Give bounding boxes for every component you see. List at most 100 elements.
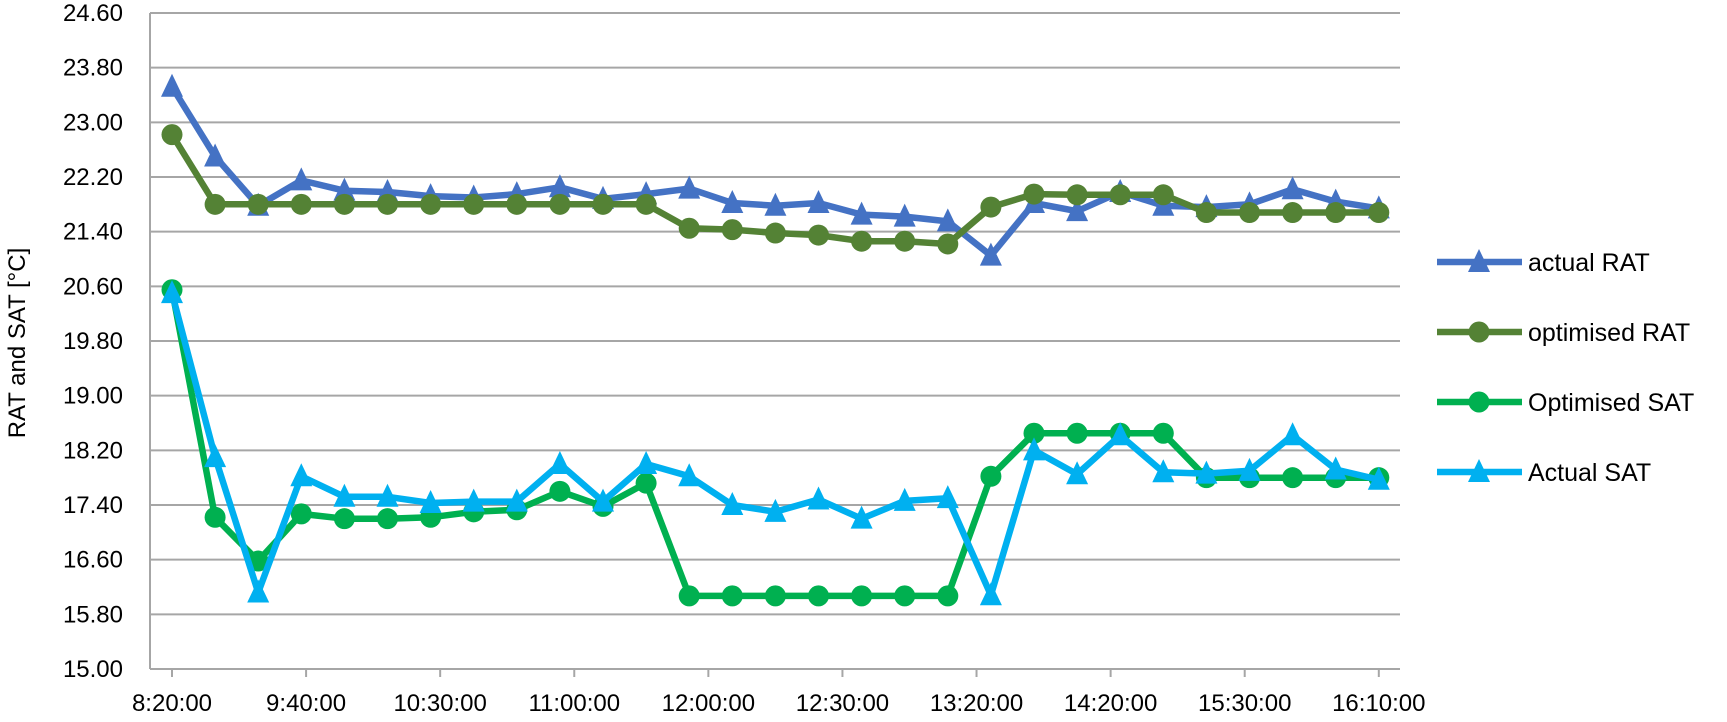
y-tick-label: 19.80 bbox=[63, 328, 123, 355]
triangle-marker bbox=[850, 505, 873, 529]
circle-marker bbox=[851, 585, 873, 607]
triangle-marker bbox=[333, 177, 356, 201]
triangle-marker bbox=[548, 174, 571, 198]
circle-marker bbox=[980, 196, 1002, 218]
triangle-marker bbox=[678, 175, 701, 199]
circle-marker bbox=[420, 193, 442, 215]
legend-marker bbox=[1468, 459, 1490, 482]
circle-marker bbox=[764, 585, 786, 607]
y-tick-labels: 15.00 15.80 16.60 17.40 18.20 19.00 19.80 20.60… bbox=[63, 0, 123, 683]
triangle-marker bbox=[1238, 457, 1261, 481]
circle-marker bbox=[333, 193, 355, 215]
circle-marker bbox=[721, 585, 743, 607]
circle-marker bbox=[161, 124, 183, 146]
x-tick-label: 12:00:00 bbox=[662, 690, 755, 717]
circle-marker bbox=[937, 233, 959, 255]
triangle-marker bbox=[893, 203, 916, 227]
circle-marker bbox=[1368, 202, 1390, 224]
y-tick-label: 21.40 bbox=[63, 219, 123, 246]
circle-marker bbox=[1066, 184, 1088, 206]
legend-marker bbox=[1468, 321, 1490, 343]
circle-marker bbox=[894, 230, 916, 252]
triangle-marker bbox=[678, 463, 701, 487]
legend-label: Actual SAT bbox=[1528, 459, 1651, 487]
circle-marker bbox=[204, 193, 226, 215]
legend-item: Actual SAT bbox=[1437, 459, 1651, 487]
triangle-marker bbox=[1066, 461, 1089, 485]
circle-marker bbox=[808, 224, 829, 246]
axes bbox=[149, 13, 1380, 677]
circle-marker bbox=[1325, 202, 1347, 224]
legend-item: optimised RAT bbox=[1437, 319, 1690, 347]
circle-marker bbox=[333, 508, 355, 530]
series-line bbox=[168, 289, 1379, 600]
y-tick-label: 19.00 bbox=[63, 383, 123, 410]
triangle-marker bbox=[204, 143, 227, 167]
legend-marker bbox=[1468, 249, 1490, 272]
x-tick-label: 16:10:00 bbox=[1332, 690, 1425, 717]
circle-marker bbox=[592, 193, 614, 215]
x-tick-label: 13:20:00 bbox=[930, 690, 1023, 717]
circle-marker bbox=[678, 217, 700, 239]
triangle-marker bbox=[721, 189, 744, 213]
circle-marker bbox=[721, 219, 743, 241]
legend-label: actual RAT bbox=[1528, 249, 1650, 277]
triangle-marker bbox=[764, 498, 787, 522]
circle-marker bbox=[937, 585, 959, 607]
triangle-marker bbox=[1066, 198, 1089, 222]
x-tick-label: 12:30:00 bbox=[796, 690, 889, 717]
triangle-marker bbox=[764, 192, 787, 216]
circle-marker bbox=[1023, 422, 1045, 444]
triangle-marker bbox=[204, 444, 227, 468]
triangle-marker bbox=[807, 189, 830, 213]
x-tick-label: 10:30:00 bbox=[393, 690, 486, 717]
y-tick-label: 22.20 bbox=[63, 164, 123, 191]
circle-marker bbox=[1109, 184, 1131, 206]
circle-marker bbox=[377, 193, 398, 215]
y-tick-label: 24.60 bbox=[63, 0, 123, 27]
triangle-marker bbox=[290, 167, 313, 191]
triangle-marker bbox=[979, 242, 1002, 266]
triangle-marker bbox=[505, 488, 528, 512]
triangle-marker bbox=[1281, 422, 1304, 446]
triangle-marker bbox=[1195, 460, 1218, 484]
triangle-marker bbox=[333, 483, 356, 507]
circle-marker bbox=[1282, 467, 1304, 489]
legend-item: Optimised SAT bbox=[1437, 389, 1694, 417]
x-tick-label: 8:20:00 bbox=[132, 690, 212, 717]
legend-marker bbox=[1468, 391, 1490, 413]
triangle-marker bbox=[1023, 437, 1045, 461]
triangle-marker bbox=[893, 487, 916, 511]
y-tick-label: 23.80 bbox=[63, 55, 123, 82]
circle-marker bbox=[1239, 202, 1260, 224]
circle-marker bbox=[549, 480, 571, 502]
triangle-marker bbox=[1367, 466, 1390, 490]
triangle-marker bbox=[936, 485, 959, 509]
circle-marker bbox=[290, 193, 312, 215]
circle-marker bbox=[894, 585, 916, 607]
y-tick-label: 16.60 bbox=[63, 547, 123, 574]
legend: actual RAT optimised RAT Optimised SAT Actu… bbox=[1437, 249, 1694, 487]
circle-marker bbox=[1282, 202, 1304, 224]
series-line bbox=[168, 292, 1380, 599]
y-tick-label: 20.60 bbox=[63, 273, 123, 300]
series-actual-sat bbox=[161, 280, 1390, 606]
legend-item: actual RAT bbox=[1437, 249, 1650, 277]
y-tick-label: 15.80 bbox=[63, 601, 123, 628]
circle-marker bbox=[764, 222, 786, 244]
x-tick-label: 9:40:00 bbox=[266, 690, 346, 717]
triangle-marker bbox=[462, 488, 485, 512]
circle-marker bbox=[549, 193, 571, 215]
circle-marker bbox=[1152, 422, 1174, 444]
circle-marker bbox=[808, 585, 829, 607]
x-tick-label: 11:00:00 bbox=[528, 690, 620, 717]
gridlines bbox=[150, 12, 1400, 670]
triangle-marker bbox=[592, 488, 614, 512]
y-tick-label: 18.20 bbox=[63, 437, 123, 464]
triangle-marker bbox=[247, 579, 270, 603]
series-optimised-sat bbox=[161, 279, 1390, 607]
triangle-marker bbox=[1109, 422, 1132, 446]
legend-label: optimised RAT bbox=[1528, 319, 1690, 347]
x-tick-labels: 8:20:00 9:40:00 10:30:00 11:00:00 12:00:00 12… bbox=[132, 690, 1426, 717]
